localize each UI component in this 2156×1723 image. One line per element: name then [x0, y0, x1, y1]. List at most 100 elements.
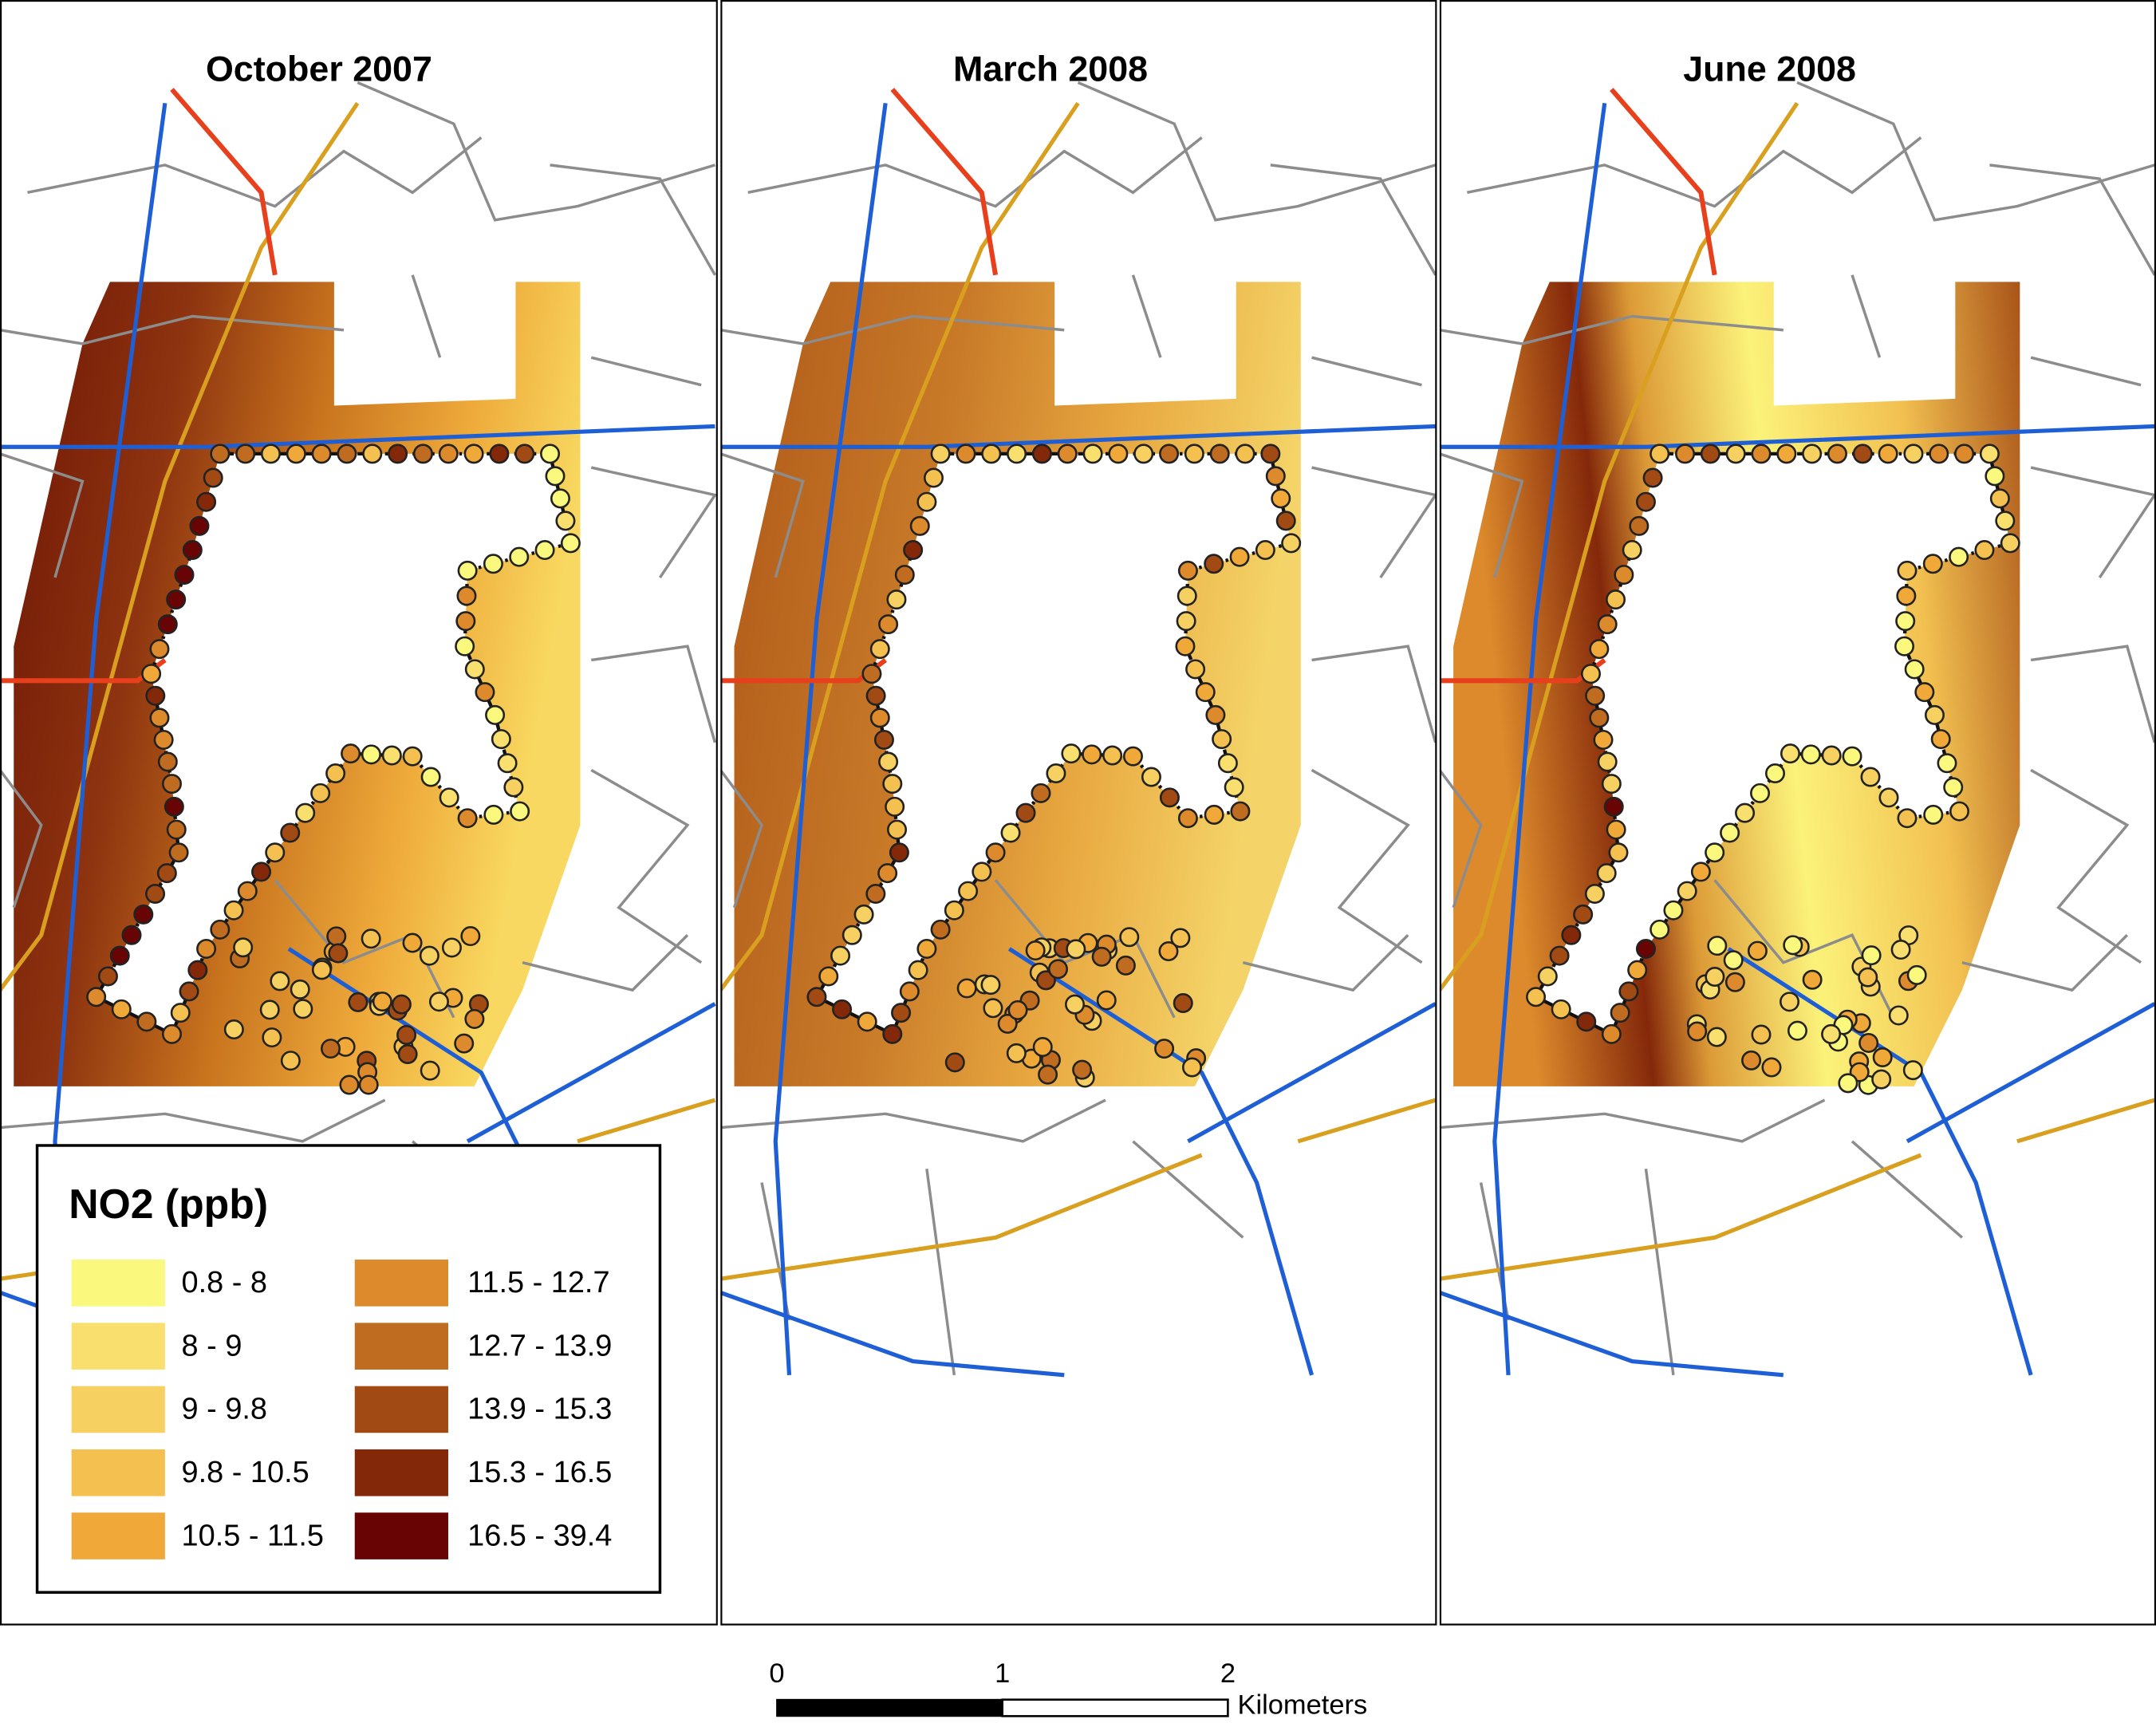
monitoring-site [157, 751, 178, 772]
monitoring-site [464, 1008, 485, 1029]
monitoring-site [1929, 444, 1949, 464]
monitoring-site [463, 444, 484, 464]
monitoring-site [1629, 515, 1650, 536]
monitoring-site [1979, 444, 2000, 464]
interstate [1610, 88, 1717, 276]
major-road [1906, 1002, 2156, 1144]
monitoring-site [916, 938, 937, 959]
monitoring-site [1601, 1023, 1622, 1044]
monitoring-site [545, 466, 566, 487]
street [1311, 768, 1423, 964]
monitoring-site [899, 981, 920, 1002]
street [0, 314, 345, 345]
legend-swatch [354, 1260, 448, 1307]
monitoring-site [1895, 611, 1916, 632]
monitoring-site [381, 745, 402, 766]
monitoring-site [1878, 787, 1899, 808]
monitoring-site [1185, 659, 1206, 680]
monitoring-site [455, 611, 476, 632]
monitoring-site [396, 1024, 417, 1045]
unsampled-area [96, 453, 571, 1035]
monitoring-site [1230, 801, 1251, 822]
monitoring-site [983, 998, 1003, 1019]
major-road [1007, 947, 1314, 1376]
monitoring-site [878, 751, 899, 772]
monitoring-site [348, 992, 369, 1012]
monitoring-site [419, 945, 439, 966]
monitoring-site [1006, 1043, 1027, 1063]
monitoring-site [1537, 966, 1558, 987]
monitoring-site [1842, 746, 1862, 767]
street [1311, 356, 1422, 387]
monitoring-site [1057, 444, 1078, 464]
monitoring-site [166, 819, 187, 840]
monitoring-site [878, 614, 899, 635]
monitoring-site [1896, 586, 1917, 606]
street [1311, 645, 1437, 743]
monitoring-site [1580, 664, 1601, 684]
interstate [170, 88, 278, 276]
monitoring-site [1173, 993, 1193, 1014]
monitoring-site [145, 884, 166, 905]
street [0, 452, 85, 578]
street [1270, 164, 1437, 276]
legend-swatch [71, 1386, 165, 1433]
monitoring-site [1838, 1073, 1858, 1094]
monitoring-site [1102, 745, 1123, 766]
monitoring-site [980, 975, 1001, 996]
monitoring-site [1802, 444, 1823, 464]
street [1242, 934, 1409, 992]
scale-tick-label: 0 [769, 1658, 784, 1689]
monitoring-site [153, 729, 174, 750]
monitoring-site [420, 1060, 440, 1081]
monitoring-site [189, 515, 210, 536]
major-road [0, 424, 715, 449]
monitoring-site [311, 960, 332, 980]
route [93, 451, 573, 1037]
monitoring-site [1000, 822, 1021, 843]
interstate [890, 88, 999, 276]
street [1132, 1140, 1244, 1239]
monitoring-site [1209, 444, 1230, 464]
monitoring-site [295, 802, 316, 823]
monitoring-site [916, 491, 937, 512]
monitoring-site [842, 925, 862, 945]
street [1851, 274, 1882, 358]
monitoring-site [1065, 994, 1086, 1015]
monitoring-site [439, 787, 459, 808]
scale-bar-segment [776, 1698, 1003, 1717]
monitoring-site [1047, 959, 1068, 980]
street [1439, 452, 1524, 578]
monitoring-site [944, 1052, 965, 1073]
monitoring-site [1082, 744, 1102, 765]
legend: NO2 (ppb) 0.8 - 8 8 - 9 9 - 9.8 9.8 - 10.5 10… [35, 1144, 662, 1594]
monitoring-site [441, 937, 462, 958]
street [590, 356, 702, 387]
monitoring-site [1177, 808, 1198, 829]
monitoring-site [223, 900, 244, 921]
street [720, 1098, 1106, 1143]
monitoring-site [1573, 904, 1594, 925]
monitoring-site [1687, 1021, 1708, 1042]
monitoring-site [1158, 941, 1179, 962]
highway [1297, 1098, 1437, 1144]
monitoring-site [1878, 444, 1898, 464]
monitoring-site [362, 444, 383, 464]
street [357, 81, 715, 222]
monitoring-site [161, 774, 182, 794]
monitoring-site [1787, 1020, 1807, 1041]
monitoring-site [1627, 960, 1648, 980]
monitoring-site [1776, 444, 1797, 464]
monitoring-site [149, 708, 170, 728]
monitoring-site [438, 444, 459, 464]
monitoring-site [1904, 659, 1925, 680]
legend-label: 9 - 9.8 [182, 1393, 267, 1426]
monitoring-site [534, 540, 555, 561]
monitoring-site [1663, 900, 1684, 921]
monitoring-site [1212, 729, 1232, 750]
street [1796, 81, 2155, 222]
monitoring-site [402, 746, 423, 767]
monitoring-site [1675, 444, 1696, 464]
monitoring-site [1700, 444, 1720, 464]
